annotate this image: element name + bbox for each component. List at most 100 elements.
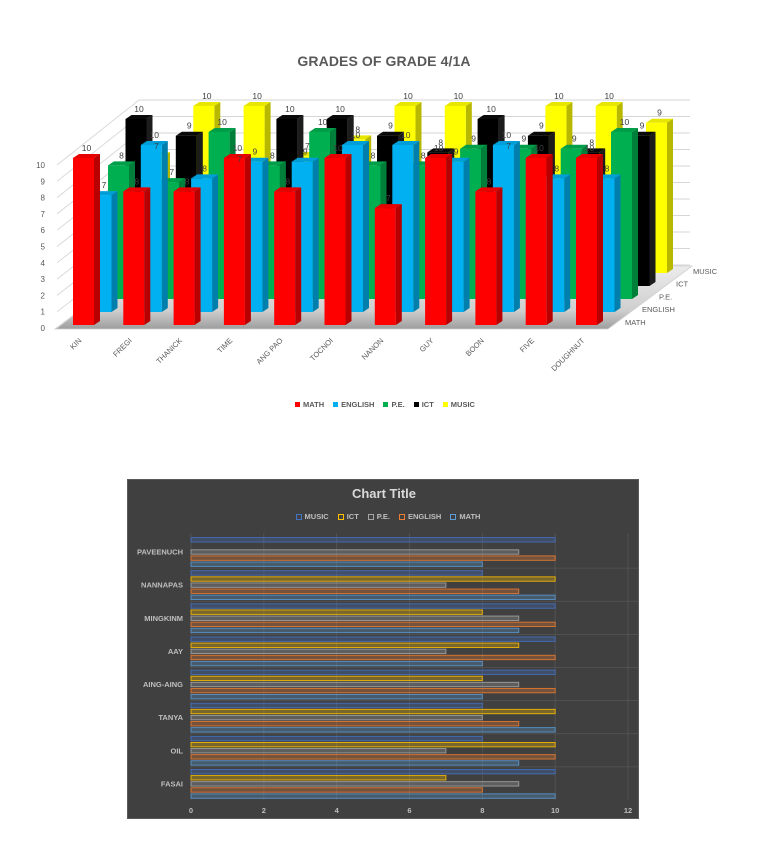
bar-group-oil [190, 735, 556, 766]
y-tick-label: 2 [41, 291, 46, 300]
category-label-thanick: THANICK [154, 336, 184, 366]
bar-guy-math [425, 154, 453, 325]
depth-label-math: MATH [625, 318, 646, 327]
legend-label: MUSIC [304, 512, 329, 521]
data-label: 10 [233, 143, 243, 153]
bar-group-nannapas [190, 570, 556, 600]
bar-fasai-english [190, 787, 483, 793]
bar-group-tanya [190, 702, 556, 733]
bar-mingkinm-p-e [190, 615, 520, 621]
bars [73, 102, 673, 325]
category-label-paveenuch: PAVEENUCH [137, 548, 183, 557]
data-label: 10 [318, 117, 328, 127]
bar-aing-aing-ict [190, 675, 483, 682]
data-label: 10 [285, 104, 295, 114]
data-label: 9 [454, 147, 459, 157]
bar-tanya-p-e [190, 714, 483, 721]
y-axis: 0 1 2 3 4 5 6 7 8 9 10 [36, 161, 45, 333]
bar-aay-english [190, 654, 556, 661]
legend-item-english: ENGLISH [399, 512, 441, 521]
data-label: 10 [454, 91, 464, 101]
data-label: 10 [585, 143, 595, 153]
category-label-doughnut: DOUGHNUT [549, 336, 586, 373]
legend-label: ENGLISH [341, 400, 375, 409]
data-label: 9 [539, 121, 544, 131]
legend-item-ict: ICT [337, 512, 359, 521]
depth-label-english: ENGLISH [642, 305, 675, 314]
y-tick-label: 5 [41, 243, 46, 252]
bar-boon-math [475, 187, 503, 325]
bar-chart-bars [190, 537, 556, 799]
side-wall-gridline [56, 99, 140, 166]
data-label: 8 [589, 137, 594, 147]
data-label: 8 [371, 150, 376, 160]
bar-aay-p-e [190, 648, 447, 655]
bar-paveenuch-english [190, 555, 556, 561]
data-label: 8 [438, 137, 443, 147]
data-label: 10 [252, 91, 262, 101]
data-label: 10 [554, 91, 564, 101]
x-tick-label: 6 [407, 806, 411, 815]
legend-swatch-icon [337, 513, 344, 520]
legend-label: MATH [459, 512, 481, 521]
bar-mingkinm-math [190, 627, 520, 634]
bar-fregi-math [123, 187, 151, 325]
data-label: 10 [351, 130, 361, 140]
bar-kin-math [73, 154, 100, 325]
category-label-boon: BOON [464, 336, 486, 358]
series-math [73, 154, 603, 325]
legend-swatch-icon [367, 513, 374, 520]
category-label-five: FIVE [518, 336, 536, 354]
category-label-nanon: NANON [360, 336, 386, 362]
bar-aay-music [190, 636, 556, 642]
legend-item-math: MATH [450, 512, 480, 521]
side-wall-gridline [56, 116, 140, 182]
x-tick-label: 4 [335, 806, 340, 815]
data-label: 9 [303, 147, 308, 157]
data-label: 8 [421, 150, 426, 160]
legend-swatch-icon [295, 402, 301, 407]
bar-oil-music [190, 735, 483, 742]
data-label: 10 [534, 143, 544, 153]
data-label: 7 [506, 141, 511, 151]
legend-item-math: MATH [295, 400, 324, 409]
legend-item-english: ENGLISH [333, 400, 374, 409]
bar-aay-ict [190, 642, 520, 648]
bar-group-fasai [190, 769, 556, 799]
bar-mingkinm-music [190, 603, 556, 609]
legend-label: P.E. [376, 512, 391, 521]
legend-swatch-icon [399, 513, 406, 520]
bar-group-paveenuch [190, 537, 556, 567]
y-tick-label: 9 [41, 177, 46, 186]
legend-swatch-icon [450, 513, 457, 520]
data-label: 10 [333, 143, 343, 153]
data-label: 10 [502, 130, 512, 140]
category-label-mingkinm: MINGKINM [144, 614, 183, 623]
y-tick-label: 3 [41, 275, 46, 284]
data-label: 8 [487, 176, 492, 186]
bar-nannapas-english [190, 588, 520, 594]
bar-mingkinm-english [190, 621, 556, 627]
bar-aay-math [190, 660, 483, 667]
bar-doughnut-math [576, 154, 603, 325]
depth-axis: MATH ENGLISH P.E. ICT MUSIC [625, 267, 718, 327]
y-tick-label: 1 [41, 308, 46, 317]
grades-horizontal-bar-chart: PAVEENUCH NANNAPAS MINGKINM AAY AING-AING TAN… [127, 479, 639, 819]
bar-mingkinm-ict [190, 609, 483, 615]
bar-group-mingkinm [190, 603, 556, 634]
bar-group-aing-aing [190, 669, 556, 700]
data-label: 10 [217, 117, 227, 127]
data-label: 10 [604, 91, 614, 101]
bar-time-math [223, 154, 251, 325]
data-label: 7 [305, 141, 310, 151]
depth-label-music: MUSIC [693, 267, 718, 276]
bar-oil-p-e [190, 748, 447, 754]
category-label-oil: OIL [171, 746, 184, 755]
chart-3d-title: GRADES OF GRADE 4/1A [297, 53, 471, 69]
bar-tanya-music [190, 702, 483, 709]
data-label: 9 [522, 134, 527, 144]
y-tick-label: 4 [41, 259, 46, 268]
x-tick-label: 2 [262, 806, 266, 815]
bar-chart-plot-area: PAVEENUCH NANNAPAS MINGKINM AAY AING-AING TAN… [137, 533, 638, 815]
